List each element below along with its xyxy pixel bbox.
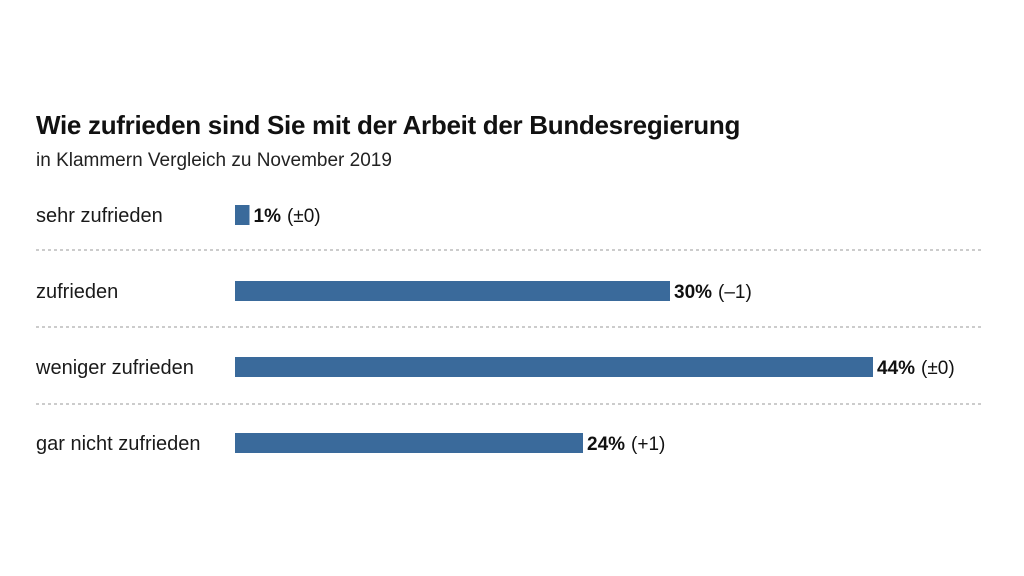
bar (235, 281, 670, 301)
category-label: sehr zufrieden (36, 205, 163, 227)
bar (235, 205, 250, 225)
bar (235, 357, 873, 377)
value-percent: 30% (674, 282, 712, 303)
bar (235, 433, 583, 453)
value-percent: 24% (587, 434, 625, 455)
data-label: 44% (±0) (877, 358, 955, 379)
value-percent: 44% (877, 358, 915, 379)
data-label: 30% (–1) (674, 282, 752, 303)
value-change: (–1) (718, 282, 752, 303)
value-change: (±0) (921, 358, 955, 379)
category-label: weniger zufrieden (35, 357, 194, 379)
category-label: gar nicht zufrieden (36, 433, 201, 455)
chart-subtitle: in Klammern Vergleich zu November 2019 (36, 150, 392, 171)
value-change: (±0) (287, 206, 321, 227)
value-change: (+1) (631, 434, 665, 455)
category-label: zufrieden (36, 281, 118, 303)
data-label: 24% (+1) (587, 434, 665, 455)
chart-title: Wie zufrieden sind Sie mit der Arbeit de… (36, 110, 741, 140)
data-label: 1% (±0) (254, 206, 321, 227)
value-percent: 1% (254, 206, 282, 227)
